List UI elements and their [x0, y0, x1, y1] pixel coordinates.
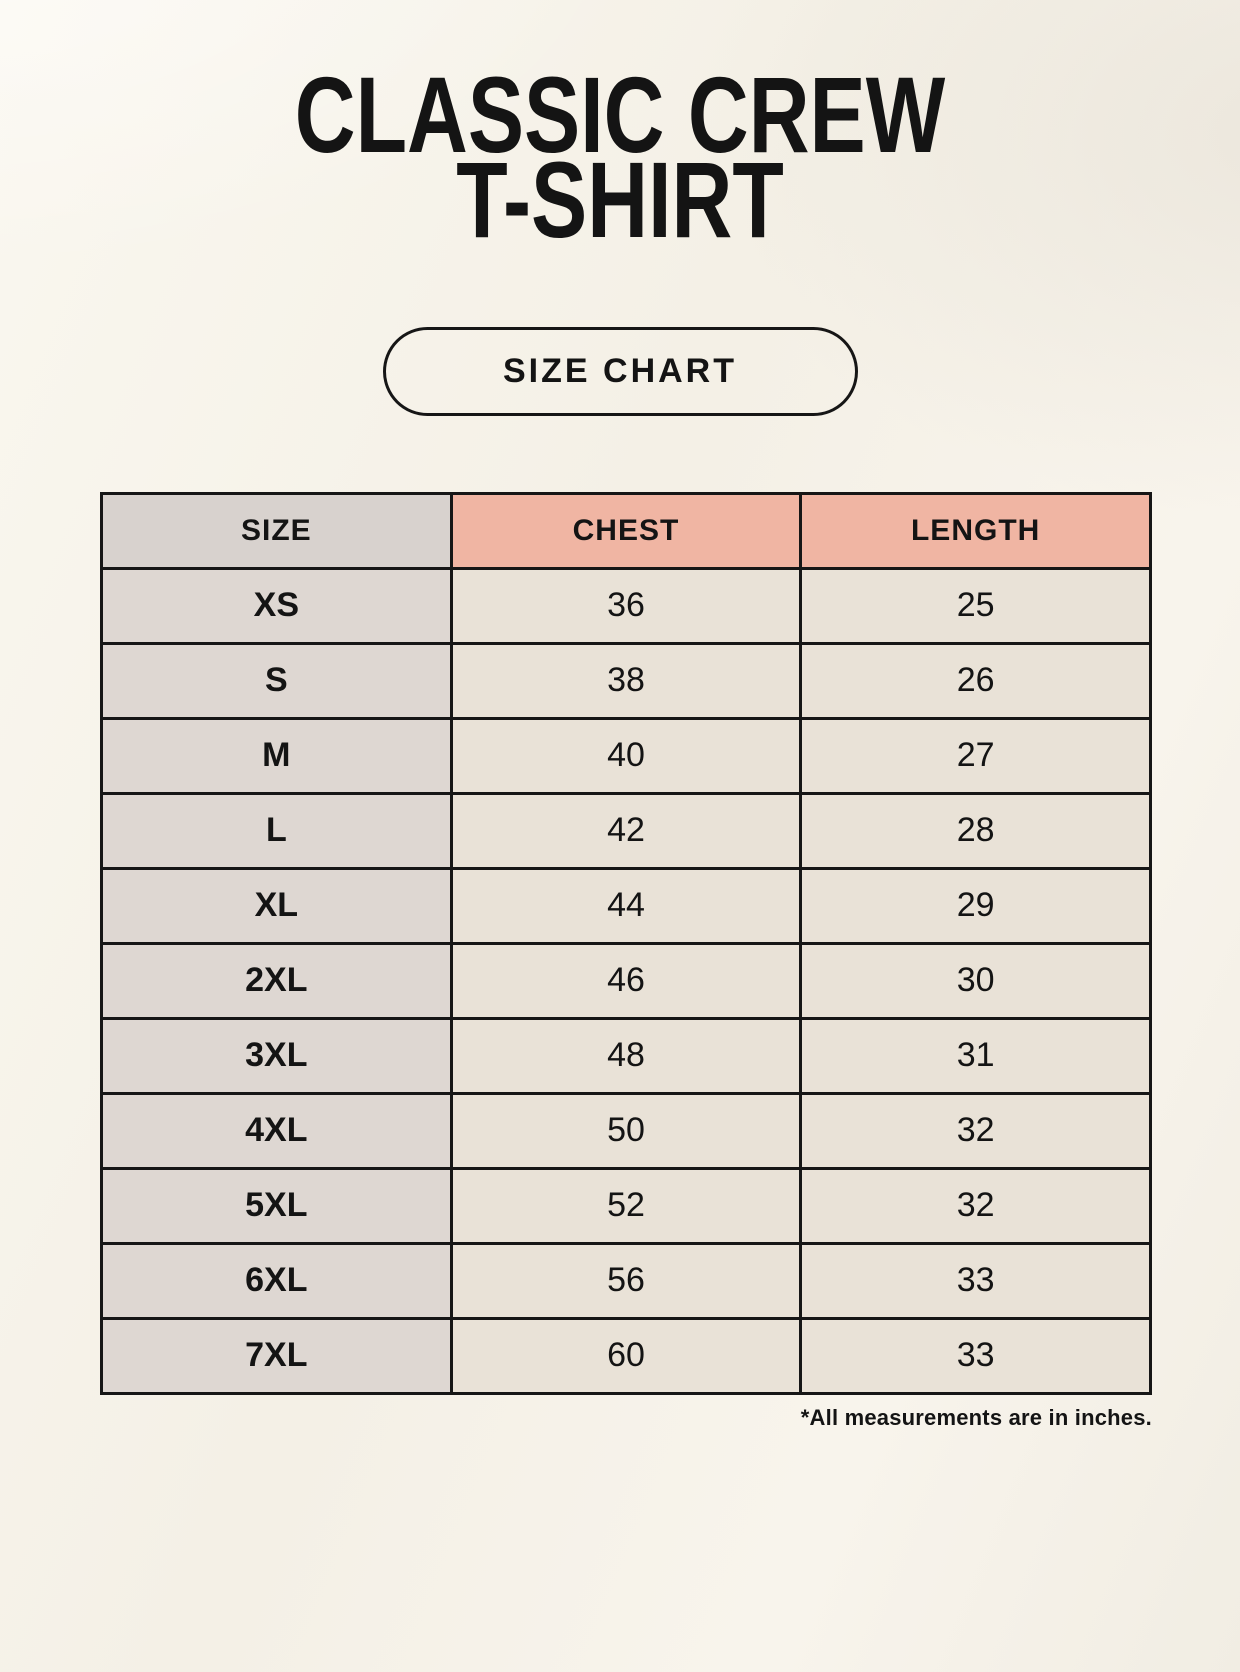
- length-cell: 31: [799, 1016, 1152, 1095]
- badge-container: SIZE CHART: [0, 326, 1240, 416]
- chest-cell: 48: [449, 1016, 803, 1095]
- size-chart-table: SIZE CHEST LENGTH XS 36 25 S 38 26 M 40 27 L 42 28 X…: [100, 491, 1152, 1395]
- chest-cell: 36: [449, 566, 803, 645]
- chest-cell: 60: [449, 1316, 803, 1395]
- column-header-size: SIZE: [100, 491, 453, 570]
- column-header-chest: CHEST: [449, 491, 803, 570]
- size-cell: 5XL: [100, 1166, 453, 1245]
- size-chart-badge: SIZE CHART: [382, 326, 858, 416]
- size-cell: M: [100, 716, 453, 795]
- page-title-line-2: T-SHIRT: [456, 139, 784, 261]
- size-table-header: SIZE CHEST LENGTH: [100, 491, 1152, 570]
- size-cell: 6XL: [100, 1241, 453, 1320]
- table-row: M 40 27: [100, 716, 1152, 795]
- size-cell: 2XL: [100, 941, 453, 1020]
- size-cell: L: [100, 791, 453, 870]
- length-cell: 27: [799, 716, 1152, 795]
- chest-cell: 40: [449, 716, 803, 795]
- page-title: CLASSIC CREW T-SHIRT: [136, 54, 1103, 261]
- chest-cell: 52: [449, 1166, 803, 1245]
- measurements-footnote: *All measurements are in inches.: [800, 1404, 1152, 1430]
- chest-cell: 46: [449, 941, 803, 1020]
- size-cell: XL: [100, 866, 453, 945]
- size-cell: 4XL: [100, 1091, 453, 1170]
- size-cell: S: [100, 641, 453, 720]
- length-cell: 25: [799, 566, 1152, 645]
- footnote-container: *All measurements are in inches.: [100, 1405, 1152, 1431]
- table-row: XL 44 29: [100, 866, 1152, 945]
- size-cell: XS: [100, 566, 453, 645]
- length-cell: 26: [799, 641, 1152, 720]
- page-title-line-1: CLASSIC CREW: [294, 54, 946, 175]
- length-cell: 33: [799, 1241, 1152, 1320]
- chest-cell: 50: [449, 1091, 803, 1170]
- length-cell: 30: [799, 941, 1152, 1020]
- length-cell: 33: [799, 1316, 1152, 1395]
- size-cell: 3XL: [100, 1016, 453, 1095]
- size-cell: 7XL: [100, 1316, 453, 1395]
- chest-cell: 56: [449, 1241, 803, 1320]
- length-cell: 32: [799, 1091, 1152, 1170]
- table-row: 5XL 52 32: [100, 1166, 1152, 1245]
- table-row: 4XL 50 32: [100, 1091, 1152, 1170]
- header-row: SIZE CHEST LENGTH: [100, 491, 1152, 570]
- length-cell: 29: [799, 866, 1152, 945]
- table-row: 7XL 60 33: [100, 1316, 1152, 1395]
- table-row: 3XL 48 31: [100, 1016, 1152, 1095]
- chest-cell: 44: [449, 866, 803, 945]
- table-row: 6XL 56 33: [100, 1241, 1152, 1320]
- size-table-body: XS 36 25 S 38 26 M 40 27 L 42 28 XL 44 29 2XL 46 30 3XL 48 3…: [100, 566, 1152, 1395]
- table-row: S 38 26: [100, 641, 1152, 720]
- table-row: L 42 28: [100, 791, 1152, 870]
- column-header-length: LENGTH: [799, 491, 1152, 570]
- table-row: 2XL 46 30: [100, 941, 1152, 1020]
- chest-cell: 38: [449, 641, 803, 720]
- length-cell: 32: [799, 1166, 1152, 1245]
- length-cell: 28: [799, 791, 1152, 870]
- chest-cell: 42: [449, 791, 803, 870]
- table-row: XS 36 25: [100, 566, 1152, 645]
